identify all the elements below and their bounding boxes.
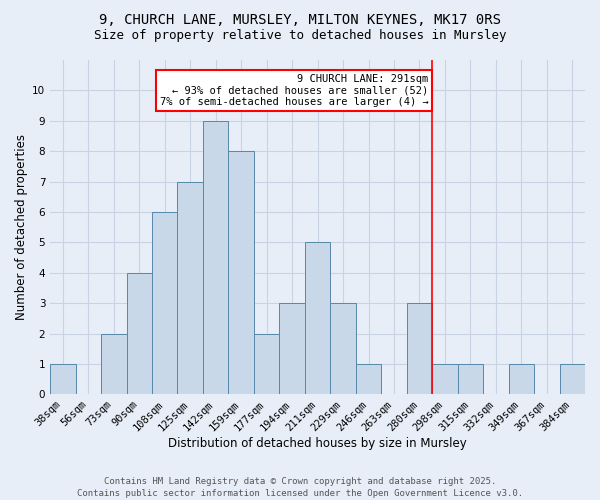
X-axis label: Distribution of detached houses by size in Mursley: Distribution of detached houses by size … [168, 437, 467, 450]
Bar [152, 212, 178, 394]
Bar [178, 182, 203, 394]
Bar [127, 273, 152, 394]
Bar [280, 303, 305, 394]
Bar [560, 364, 585, 394]
Text: Size of property relative to detached houses in Mursley: Size of property relative to detached ho… [94, 29, 506, 42]
Bar [50, 364, 76, 394]
Text: Contains HM Land Registry data © Crown copyright and database right 2025.
Contai: Contains HM Land Registry data © Crown c… [77, 476, 523, 498]
Bar [458, 364, 483, 394]
Bar [305, 242, 331, 394]
Bar [101, 334, 127, 394]
Text: 9 CHURCH LANE: 291sqm
← 93% of detached houses are smaller (52)
7% of semi-detac: 9 CHURCH LANE: 291sqm ← 93% of detached … [160, 74, 428, 107]
Bar [203, 121, 229, 394]
Y-axis label: Number of detached properties: Number of detached properties [15, 134, 28, 320]
Bar [432, 364, 458, 394]
Bar [254, 334, 280, 394]
Bar [356, 364, 381, 394]
Bar [407, 303, 432, 394]
Bar [331, 303, 356, 394]
Bar [509, 364, 534, 394]
Text: 9, CHURCH LANE, MURSLEY, MILTON KEYNES, MK17 0RS: 9, CHURCH LANE, MURSLEY, MILTON KEYNES, … [99, 12, 501, 26]
Bar [229, 151, 254, 394]
